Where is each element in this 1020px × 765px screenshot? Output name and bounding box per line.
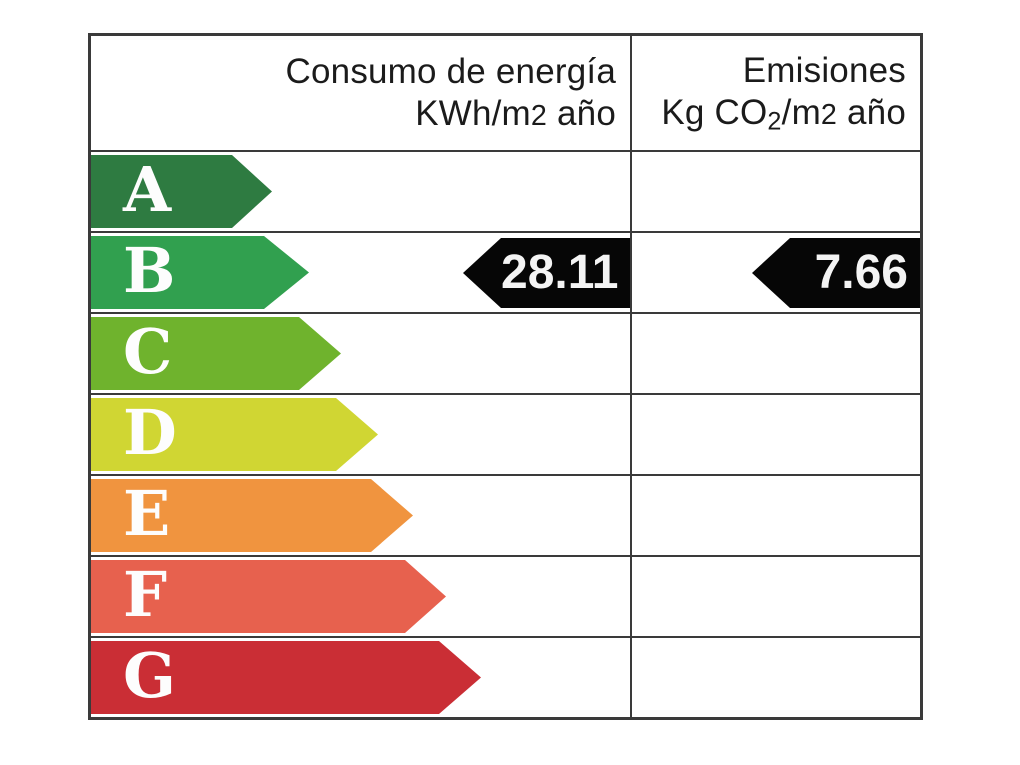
rating-row-A: A: [91, 152, 920, 233]
emissions-cell-A: [632, 152, 920, 231]
rating-letter: B: [123, 233, 176, 307]
consumption-cell-G: G: [91, 638, 632, 717]
emissions-cell-B: 7.66: [632, 233, 920, 312]
rating-row-G: G: [91, 638, 920, 717]
rating-arrow-tip-icon: [439, 641, 481, 714]
rating-arrow-body: A: [91, 155, 232, 228]
rating-arrow-body: C: [91, 317, 299, 390]
value-text: 7.66: [814, 245, 908, 299]
emissions-value-arrow: 7.66: [752, 237, 920, 308]
rating-arrow-body: F: [91, 560, 405, 633]
rating-arrow-tip-icon: [299, 317, 341, 390]
value-arrow-tip-icon: [463, 237, 501, 308]
rating-row-B: B 28.11 7.66: [91, 233, 920, 314]
rating-letter: D: [123, 395, 177, 469]
rating-arrow-B: B: [91, 236, 309, 309]
rating-arrow-A: A: [91, 155, 272, 228]
rating-arrow-body: B: [91, 236, 264, 309]
header-emissions-line2: Kg CO2/m2 año: [661, 92, 906, 137]
header-consumption: Consumo de energía KWh/m2 año: [91, 36, 632, 150]
rating-arrow-C: C: [91, 317, 341, 390]
emissions-cell-F: [632, 557, 920, 636]
rating-arrow-tip-icon: [405, 560, 446, 633]
header-emissions: Emisiones Kg CO2/m2 año: [632, 36, 920, 150]
header-text-fragment: 2: [530, 100, 548, 132]
rating-letter: C: [123, 314, 173, 388]
rating-arrow-tip-icon: [371, 479, 413, 552]
header-row: Consumo de energía KWh/m2 año Emisiones …: [91, 36, 920, 152]
consumption-cell-D: D: [91, 395, 632, 474]
header-text-fragment: año: [837, 92, 906, 132]
consumption-cell-F: F: [91, 557, 632, 636]
rating-arrow-tip-icon: [264, 236, 309, 309]
rating-letter: A: [123, 152, 172, 226]
header-emissions-line1: Emisiones: [742, 50, 906, 90]
rating-row-C: C: [91, 314, 920, 395]
emissions-cell-E: [632, 476, 920, 555]
header-text-fragment: 2: [767, 107, 782, 136]
rating-arrow-E: E: [91, 479, 413, 552]
header-text-fragment: /m: [781, 92, 821, 132]
value-arrow-body: 28.11: [501, 237, 631, 308]
consumption-cell-E: E: [91, 476, 632, 555]
rating-rows: A B 28.11 7.66 C D E F G: [91, 152, 920, 717]
header-text-fragment: KWh/m: [415, 94, 531, 133]
value-text: 28.11: [501, 245, 619, 299]
header-text-fragment: 2: [820, 98, 838, 131]
rating-row-F: F: [91, 557, 920, 638]
emissions-cell-G: [632, 638, 920, 717]
rating-letter: G: [123, 638, 176, 712]
rating-letter: F: [123, 557, 168, 631]
header-consumption-line2: KWh/m2 año: [415, 93, 616, 135]
value-arrow-tip-icon: [752, 237, 790, 308]
consumption-cell-C: C: [91, 314, 632, 393]
rating-arrow-body: D: [91, 398, 336, 471]
rating-row-E: E: [91, 476, 920, 557]
value-arrow-body: 7.66: [790, 237, 920, 308]
rating-arrow-G: G: [91, 641, 481, 714]
rating-arrow-tip-icon: [232, 155, 272, 228]
consumption-cell-A: A: [91, 152, 632, 231]
consumption-value-arrow: 28.11: [463, 237, 631, 308]
emissions-cell-C: [632, 314, 920, 393]
header-text-fragment: Kg CO: [661, 92, 768, 132]
header-consumption-line1: Consumo de energía: [285, 52, 616, 91]
emissions-cell-D: [632, 395, 920, 474]
rating-arrow-tip-icon: [336, 398, 378, 471]
header-text-fragment: año: [547, 94, 616, 133]
energy-rating-table: Consumo de energía KWh/m2 año Emisiones …: [88, 33, 923, 720]
rating-letter: E: [123, 476, 171, 550]
rating-arrow-D: D: [91, 398, 378, 471]
rating-row-D: D: [91, 395, 920, 476]
consumption-cell-B: B 28.11: [91, 233, 632, 312]
rating-arrow-body: G: [91, 641, 439, 714]
rating-arrow-body: E: [91, 479, 371, 552]
rating-arrow-F: F: [91, 560, 446, 633]
